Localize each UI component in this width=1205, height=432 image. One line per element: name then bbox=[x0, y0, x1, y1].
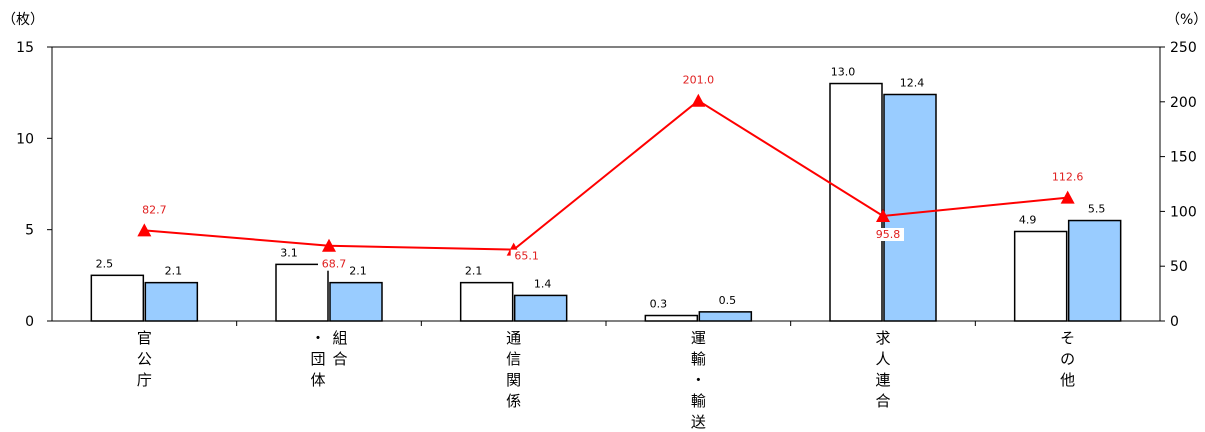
bar-value-label: 0.5 bbox=[719, 294, 737, 307]
ratio-value-label: 82.7 bbox=[142, 203, 167, 216]
category-label-char: 輸 bbox=[691, 350, 706, 368]
category-label-char: 送 bbox=[691, 413, 706, 431]
category-label-char: の bbox=[1060, 350, 1075, 368]
category-label-char: ・ bbox=[310, 329, 325, 347]
right-tick-label: 150 bbox=[1170, 150, 1197, 166]
right-tick-label: 200 bbox=[1170, 95, 1197, 111]
plot-area-frame bbox=[51, 46, 1161, 322]
bar-series-2-bar bbox=[1067, 219, 1122, 322]
bar-series-2-bar bbox=[513, 294, 568, 322]
bar-value-label: 2.1 bbox=[349, 265, 367, 278]
ratio-label-bg bbox=[1048, 170, 1088, 184]
bar-series-2-bar bbox=[144, 281, 199, 322]
ratio-point-marker bbox=[137, 223, 152, 237]
left-tick-label: 15 bbox=[16, 40, 34, 56]
ratio-line bbox=[144, 99, 1068, 251]
bar-value-label: 0.3 bbox=[650, 298, 668, 311]
ratio-label-bg bbox=[510, 249, 543, 263]
category-label-char: 信 bbox=[506, 350, 521, 368]
ratio-value-label: 112.6 bbox=[1052, 171, 1084, 184]
category-label-char: 通 bbox=[506, 329, 521, 347]
bar-value-label: 2.1 bbox=[465, 265, 483, 278]
ratio-line-series: 82.7 68.7 65.1 201.0 95.8 112.6 bbox=[137, 73, 1088, 271]
ratio-label-bg bbox=[678, 73, 718, 87]
category-label-char: 団 bbox=[310, 350, 325, 368]
ratio-point-marker bbox=[876, 209, 890, 223]
left-axis-ticks: 0 5 10 15 bbox=[16, 40, 976, 330]
right-tick-label: 50 bbox=[1170, 259, 1188, 275]
category-label-char: 求 bbox=[875, 329, 890, 347]
right-axis-unit: （%） bbox=[1166, 12, 1205, 28]
bar-value-label: 13.0 bbox=[831, 66, 856, 79]
category-label-char: 体 bbox=[310, 371, 325, 389]
left-axis-unit: （枚） bbox=[2, 12, 44, 28]
bar-series-1-bar bbox=[644, 314, 699, 322]
left-tick-label: 5 bbox=[25, 223, 34, 239]
bar-value-label: 2.1 bbox=[165, 265, 183, 278]
ratio-point-marker bbox=[322, 238, 336, 252]
category-label-char: そ bbox=[1060, 329, 1075, 347]
category-label-char: 関 bbox=[506, 371, 521, 389]
category-label-char: 人 bbox=[875, 350, 890, 368]
bar-value-label: 4.9 bbox=[1019, 213, 1037, 226]
bar-series-2-bar bbox=[698, 311, 753, 322]
bar-series: 2.5 3.1 2.1 0.3 13.0 4.9 2.1 2.1 1.4 0.5 12.4 5.5 bbox=[90, 66, 1122, 322]
category-label-char: 合 bbox=[875, 392, 890, 410]
right-tick-label: 100 bbox=[1170, 204, 1197, 220]
bar-series-1-bar bbox=[829, 82, 883, 322]
category-label-char: 官 bbox=[137, 329, 152, 347]
bar-series-2-bar bbox=[329, 281, 383, 322]
bar-series-1-bar bbox=[90, 274, 145, 322]
bar-series-1-bar bbox=[459, 281, 514, 322]
right-axis-ticks: 0 50 100 150 200 250 bbox=[1160, 40, 1197, 330]
left-tick-label: 0 bbox=[25, 314, 34, 330]
ratio-point-marker bbox=[1060, 190, 1075, 204]
ratio-value-label: 68.7 bbox=[322, 258, 347, 271]
ratio-value-label: 65.1 bbox=[514, 250, 539, 263]
ratio-point-marker bbox=[691, 93, 706, 107]
category-label-char: 合 bbox=[332, 350, 347, 368]
category-label-char: 他 bbox=[1060, 371, 1075, 389]
ratio-label-bg bbox=[872, 228, 904, 242]
category-label-char: 係 bbox=[506, 392, 521, 410]
category-label-char: 庁 bbox=[137, 371, 152, 389]
ratio-value-label: 201.0 bbox=[683, 74, 715, 87]
left-tick-label: 10 bbox=[16, 131, 34, 147]
bar-series-1-bar bbox=[1013, 230, 1068, 322]
category-label-char: ・ bbox=[691, 371, 706, 389]
ratio-label-bg bbox=[318, 257, 350, 271]
bar-value-label: 1.4 bbox=[534, 277, 552, 290]
category-label-char: 公 bbox=[137, 350, 152, 368]
bar-value-label: 5.5 bbox=[1088, 203, 1106, 216]
bar-value-label: 3.1 bbox=[280, 246, 298, 259]
category-label-char: 連 bbox=[875, 371, 890, 389]
bar-series-1-bar bbox=[275, 263, 329, 322]
category-label-char: 運 bbox=[691, 329, 706, 347]
category-label-char: 組 bbox=[332, 329, 347, 347]
category-label-char: 輸 bbox=[691, 392, 706, 410]
bar-value-label: 2.5 bbox=[96, 257, 114, 270]
bar-series-2-bar bbox=[883, 93, 937, 322]
right-tick-label: 250 bbox=[1170, 40, 1197, 56]
ratio-value-label: 95.8 bbox=[876, 228, 901, 241]
ratio-label-bg bbox=[138, 203, 171, 217]
bar-value-label: 12.4 bbox=[900, 76, 925, 89]
right-tick-label: 0 bbox=[1170, 314, 1179, 330]
